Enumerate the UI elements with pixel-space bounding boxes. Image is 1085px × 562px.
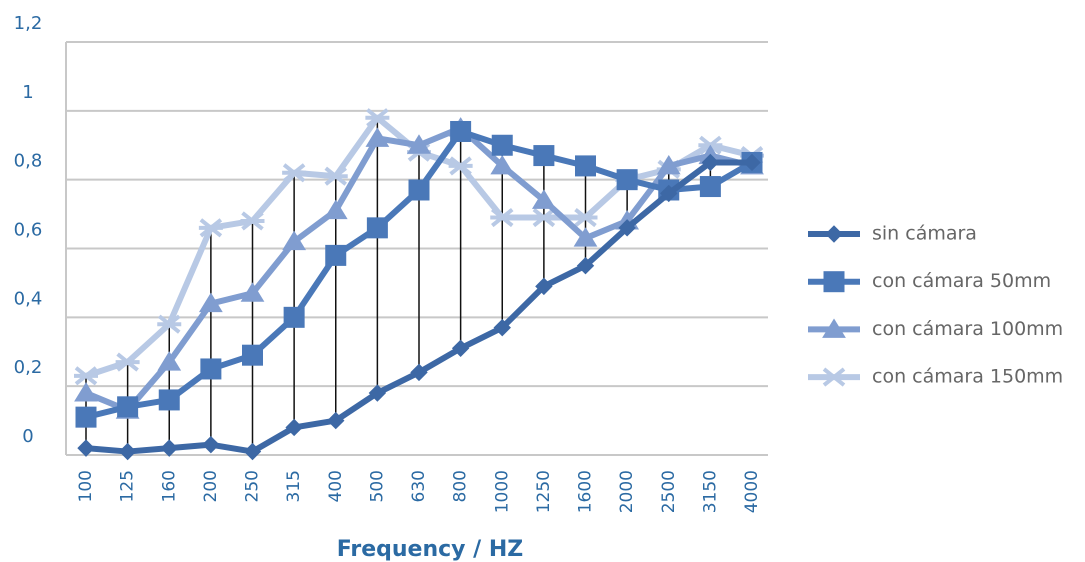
x-tick-label: 3150 — [700, 470, 720, 513]
x-tick-label: 1000 — [492, 470, 512, 513]
y-tick-label: 0,8 — [14, 151, 43, 172]
marker — [77, 439, 95, 457]
marker — [451, 339, 470, 358]
marker — [282, 230, 307, 251]
marker — [75, 406, 97, 428]
x-tick-label: 125 — [118, 470, 138, 502]
marker — [283, 306, 305, 328]
marker — [573, 207, 598, 228]
y-tick-label: 1 — [22, 82, 33, 103]
marker — [407, 134, 431, 154]
marker — [616, 169, 638, 191]
marker — [533, 145, 555, 167]
marker — [285, 418, 303, 437]
marker — [575, 155, 596, 177]
y-tick-label: 1,2 — [14, 13, 43, 34]
x-tick-label: 200 — [201, 470, 221, 502]
marker — [368, 384, 387, 402]
marker — [490, 154, 515, 175]
x-tick-label: 100 — [76, 470, 96, 502]
marker — [699, 176, 721, 198]
marker — [573, 227, 598, 247]
marker — [660, 184, 678, 203]
marker — [240, 282, 265, 302]
marker — [365, 108, 390, 128]
marker — [450, 120, 472, 142]
y-tick-label: 0,6 — [14, 220, 43, 241]
marker — [74, 382, 98, 402]
marker — [74, 366, 98, 386]
x-tick-label: 630 — [409, 470, 429, 502]
marker — [158, 389, 180, 411]
marker — [410, 363, 428, 382]
marker — [327, 411, 345, 430]
y-tick-label: 0,4 — [14, 288, 43, 309]
marker — [198, 292, 223, 313]
x-tick-label: 160 — [159, 470, 179, 502]
legend-label: con cámara 50mm — [872, 270, 1051, 292]
marker — [198, 218, 223, 238]
marker — [282, 163, 307, 183]
marker — [408, 179, 430, 201]
marker — [242, 344, 263, 366]
marker — [743, 153, 761, 172]
marker — [202, 435, 220, 454]
marker — [243, 442, 262, 461]
marker — [200, 358, 222, 380]
marker — [325, 244, 347, 266]
legend-marker — [822, 318, 846, 338]
x-tick-label: 500 — [367, 470, 387, 502]
marker — [490, 207, 515, 228]
legend-label: sin cámara — [872, 223, 977, 245]
marker — [448, 156, 473, 176]
marker — [160, 439, 178, 457]
marker — [576, 257, 595, 275]
marker — [531, 207, 556, 228]
y-tick-label: 0 — [22, 426, 33, 447]
x-axis-label: Frequency / HZ — [337, 537, 523, 562]
x-tick-label: 400 — [326, 470, 346, 502]
legend-label: con cámara 150mm — [872, 366, 1063, 388]
marker — [323, 166, 348, 186]
x-tick-label: 315 — [284, 470, 304, 502]
x-tick-label: 1250 — [534, 470, 554, 513]
x-tick-label: 2000 — [617, 470, 637, 513]
x-tick-label: 800 — [451, 470, 471, 502]
legend-label: con cámara 100mm — [872, 318, 1063, 340]
marker — [656, 154, 681, 175]
marker — [531, 189, 556, 209]
marker — [157, 351, 182, 371]
marker — [157, 314, 182, 334]
marker — [365, 127, 390, 147]
marker — [618, 219, 636, 237]
marker — [240, 211, 265, 231]
legend-marker — [823, 271, 845, 293]
marker — [701, 153, 720, 172]
marker — [366, 217, 388, 239]
legend-marker — [825, 225, 843, 243]
marker — [323, 199, 348, 220]
y-tick-label: 0,2 — [14, 357, 43, 378]
marker — [117, 396, 139, 418]
x-tick-label: 2500 — [659, 470, 679, 513]
marker — [115, 352, 140, 372]
x-tick-label: 250 — [243, 470, 263, 502]
marker — [535, 277, 553, 296]
marker — [491, 134, 513, 156]
marker — [493, 318, 511, 337]
marker — [118, 442, 137, 461]
x-tick-label: 1600 — [576, 470, 596, 513]
legend-marker — [822, 367, 846, 387]
x-tick-label: 4000 — [742, 470, 762, 513]
